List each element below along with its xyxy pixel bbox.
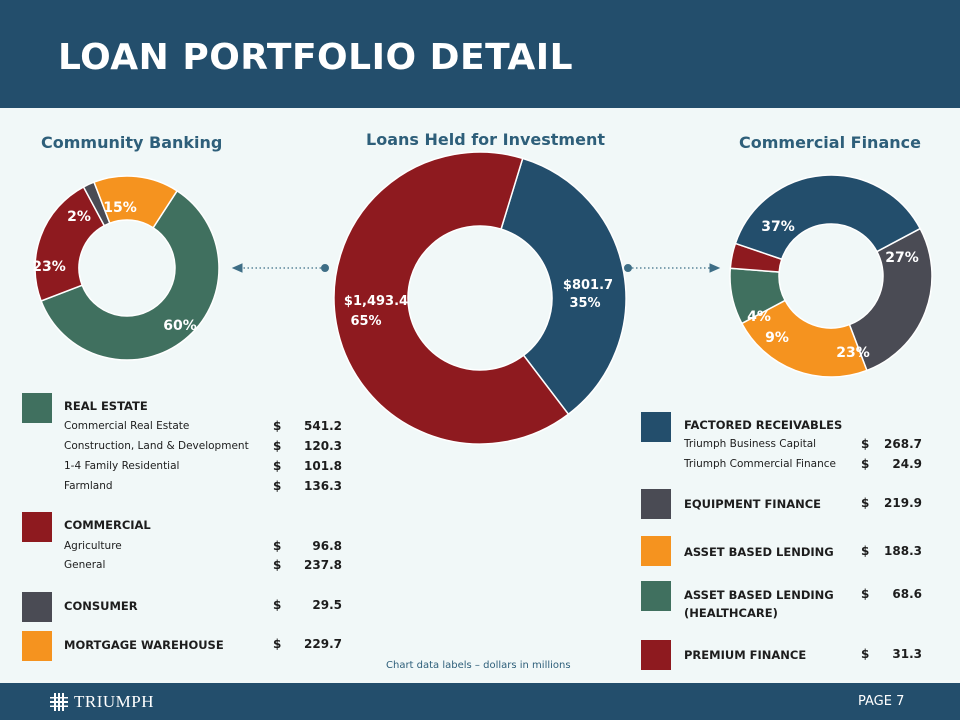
legend-item-amount: 24.9 [892, 457, 922, 471]
currency-symbol: $ [273, 479, 282, 493]
commercial-finance-slice-4 [734, 174, 922, 261]
slice-label-commercial-finance-pct: 35% [569, 296, 600, 311]
slice-label-consumer: 2% [67, 209, 91, 225]
triumph-logo: TRIUMPH [48, 691, 198, 713]
slice-label-community-banking-pct: 65% [350, 314, 381, 329]
legend-item-label: Triumph Commercial Finance [684, 458, 836, 470]
legend-mortgage-amount: 229.7 [304, 637, 342, 651]
slice-label-equipment: 27% [885, 250, 919, 266]
legend-item-label: Construction, Land & Development [64, 440, 249, 452]
legend-item-amount: 136.3 [304, 479, 342, 493]
legend-abl-title: ASSET BASED LENDING [684, 545, 834, 559]
slice-label-abl-healthcare: 9% [765, 330, 789, 346]
swatch-consumer [22, 592, 52, 622]
legend-item-label: Commercial Real Estate [64, 420, 190, 432]
right-connector [624, 263, 721, 273]
logo-text: TRIUMPH [74, 692, 155, 711]
legend-item-amount: 101.8 [304, 459, 342, 473]
legend-consumer-title: CONSUMER [64, 599, 138, 613]
currency-symbol: $ [273, 419, 282, 433]
currency-symbol: $ [861, 496, 870, 510]
legend-item-label: Agriculture [64, 540, 122, 552]
slice-label-premium: 4% [747, 309, 771, 325]
commercial-finance-slice-0 [848, 227, 933, 372]
loans-held-labels: $801.7 35% $1,493.4 65% [344, 278, 613, 329]
legend-item-label: Triumph Business Capital [684, 438, 817, 450]
swatch-premium [641, 640, 671, 670]
legend-item-amount: 268.7 [884, 437, 922, 451]
commercial-finance-title: Commercial Finance [739, 133, 921, 152]
swatch-real-estate [22, 393, 52, 423]
swatch-factored [641, 412, 671, 442]
currency-symbol: $ [861, 544, 870, 558]
loans-held-slice-1 [333, 151, 570, 445]
swatch-abl [641, 536, 671, 566]
slice-label-abl: 23% [836, 345, 870, 361]
loans-held-slice-0 [500, 157, 627, 416]
community-banking-slice-0 [40, 189, 220, 361]
legend-abl-healthcare-title-line2: (HEALTHCARE) [684, 606, 778, 620]
slice-label-mortgage: 15% [103, 200, 137, 216]
page-number: PAGE 7 [858, 694, 905, 709]
slice-label-commercial-finance-amount: $801.7 [563, 278, 613, 293]
left-connector [231, 263, 329, 273]
currency-symbol: $ [861, 587, 870, 601]
swatch-mortgage [22, 631, 52, 661]
legend-item-label: 1-4 Family Residential [64, 460, 180, 472]
legend-mortgage-title: MORTGAGE WAREHOUSE [64, 638, 224, 652]
currency-symbol: $ [273, 439, 282, 453]
slice-label-factored: 37% [761, 219, 795, 235]
legend-item-amount: 541.2 [304, 419, 342, 433]
legend-abl-healthcare-amount: 68.6 [892, 587, 922, 601]
legend-equipment-amount: 219.9 [884, 496, 922, 510]
commercial-finance-labels: 27% 23% 9% 4% 37% [747, 219, 919, 361]
legend-item-amount: 120.3 [304, 439, 342, 453]
swatch-equipment [641, 489, 671, 519]
currency-symbol: $ [861, 647, 870, 661]
legend-item-label: Farmland [64, 480, 113, 492]
legend-equipment-title: EQUIPMENT FINANCE [684, 497, 822, 511]
community-banking-labels: 60% 23% 2% 15% [32, 200, 197, 334]
chart-note: Chart data labels – dollars in millions [386, 660, 571, 671]
currency-symbol: $ [273, 558, 282, 572]
loans-held-title: Loans Held for Investment [366, 130, 605, 149]
triumph-logo-icon [50, 693, 68, 711]
commercial-finance-donut [729, 174, 933, 378]
legend-item-amount: 96.8 [312, 539, 342, 553]
legend-consumer-amount: 29.5 [312, 598, 342, 612]
legend-abl-healthcare-title: ASSET BASED LENDING [684, 588, 834, 602]
currency-symbol: $ [861, 457, 870, 471]
legend-factored-title: FACTORED RECEIVABLES [684, 418, 843, 432]
slice-label-real-estate: 60% [163, 318, 197, 334]
currency-symbol: $ [273, 598, 282, 612]
title-bar: LOAN PORTFOLIO DETAIL [0, 0, 960, 108]
loans-held-donut [333, 151, 627, 445]
commercial-finance-slice-1 [740, 299, 868, 378]
currency-symbol: $ [273, 539, 282, 553]
currency-symbol: $ [273, 637, 282, 651]
community-banking-slice-3 [93, 175, 179, 229]
legend-commercial-title: COMMERCIAL [64, 518, 151, 532]
legend-abl-amount: 188.3 [884, 544, 922, 558]
slice-label-community-banking-amount: $1,493.4 [344, 294, 408, 309]
footer-bar: TRIUMPH PAGE 7 [0, 683, 960, 720]
legend-premium-title: PREMIUM FINANCE [684, 648, 807, 662]
community-banking-donut [34, 175, 220, 361]
legend-real-estate-title: REAL ESTATE [64, 399, 148, 413]
legend-item-label: General [64, 559, 106, 571]
slice-label-commercial: 23% [32, 259, 66, 275]
currency-symbol: $ [273, 459, 282, 473]
currency-symbol: $ [861, 437, 870, 451]
swatch-abl-healthcare [641, 581, 671, 611]
community-banking-title: Community Banking [41, 133, 223, 152]
legend-premium-amount: 31.3 [892, 647, 922, 661]
legend-item-amount: 237.8 [304, 558, 342, 572]
page-title: LOAN PORTFOLIO DETAIL [58, 37, 574, 78]
swatch-commercial [22, 512, 52, 542]
